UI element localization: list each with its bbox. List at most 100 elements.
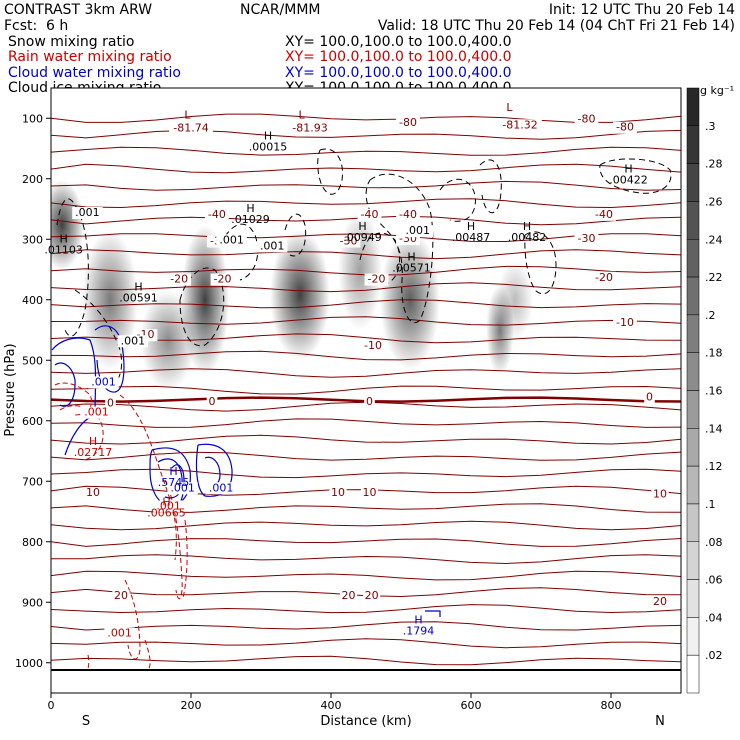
extremum-value: .5745 xyxy=(158,476,190,489)
isotherm-line xyxy=(51,350,681,361)
isotherm-line xyxy=(51,538,681,547)
temperature-label-bg xyxy=(613,121,637,134)
extremum-letter: H xyxy=(624,163,632,176)
temperature-label: 20 xyxy=(653,595,667,608)
temperature-label-bg xyxy=(498,119,542,132)
temperature-label: -20 xyxy=(214,273,232,286)
temperature-label-bg xyxy=(169,122,213,135)
y-tick-label: 200 xyxy=(22,173,43,186)
cloud-water-label-bg xyxy=(88,376,119,389)
temperature-label: 10 xyxy=(86,486,100,499)
temperature-label-bg xyxy=(206,395,218,408)
colorbar-tick-label: .24 xyxy=(705,233,723,246)
isotherm-line xyxy=(51,282,681,293)
temperature-label-bg xyxy=(363,589,381,602)
colorbar-cell xyxy=(686,276,700,316)
snow-field-name: Snow mixing ratio xyxy=(8,34,134,50)
plot-area: -81.74 -81.93 -80 -81.32 -80-80-40 -40 -40 -40-… xyxy=(44,87,682,694)
extremum-letter: L xyxy=(184,108,191,121)
temperature-label-bg xyxy=(339,589,358,602)
extremum-letter: H xyxy=(407,250,415,263)
field-legend: Snow mixing ratio XY= 100.0,100.0 to 100… xyxy=(8,34,512,96)
temperature-label-bg xyxy=(651,488,669,501)
temperature-label-bg xyxy=(651,596,669,609)
colorbar-cell xyxy=(686,428,700,467)
temperature-label: -20 xyxy=(170,273,188,286)
isotherm-line xyxy=(51,316,681,326)
isotherm-line xyxy=(51,520,681,531)
extremum-value: .01029 xyxy=(231,213,270,226)
y-tick-label: 600 xyxy=(22,415,43,428)
temperature-label-bg xyxy=(364,273,389,286)
extremum-value: .00422 xyxy=(609,174,648,187)
colorbar-tick-label: .08 xyxy=(705,536,723,549)
y-tick-label: 900 xyxy=(22,596,43,609)
colorbar: .3 .28 .26 .24 .22 .2 .18 .16 .14 .12 .1 .08 .06 .04.… xyxy=(686,84,734,694)
isotherm-line xyxy=(51,621,681,631)
plot-frame xyxy=(50,87,682,694)
temperature-label: -20 xyxy=(368,273,386,286)
temperature-label: -81.32 xyxy=(502,118,537,131)
y-axis-title: Pressure (hPa) xyxy=(3,343,18,436)
colorbar-cells xyxy=(686,87,700,694)
temperature-label-bg xyxy=(613,317,637,330)
isotherm-line xyxy=(51,249,681,260)
extremum-value: .00949 xyxy=(343,231,382,244)
temperature-label: -81.93 xyxy=(292,121,327,134)
valid-time: Valid: 18 UTC Thu 20 Feb 14 (04 ChT Fri … xyxy=(378,18,735,34)
x-tick-label: 400 xyxy=(321,699,342,712)
rain-contours xyxy=(54,382,188,671)
rain-label: .001 xyxy=(84,406,109,419)
extremum-value: .00571 xyxy=(392,261,431,274)
y-tick-label: 100 xyxy=(22,112,43,125)
temperature-label: -80 xyxy=(399,116,417,129)
temperature-label: -81.74 xyxy=(173,121,208,134)
isotherm-line xyxy=(51,604,681,614)
temperature-label-bg xyxy=(105,397,116,410)
colorbar-cell xyxy=(686,617,700,656)
isotherm-line xyxy=(51,299,681,309)
colorbar-tick-label: .16 xyxy=(705,385,723,398)
extremum-value: .00591 xyxy=(119,292,158,305)
colorbar-cell xyxy=(686,390,700,429)
temperature-label-bg xyxy=(396,116,420,129)
snow-field-xy: XY= 100.0,100.0 to 100.0,400.0 xyxy=(285,34,512,50)
snow-ice-label: .001 xyxy=(406,224,431,237)
isotherm-line xyxy=(51,570,681,581)
colorbar-cell xyxy=(686,352,700,391)
x-axis: 0 200 400 600 800 xyxy=(48,693,622,712)
colorbar-tick-label: .28 xyxy=(705,158,723,171)
temperature-label: 10 xyxy=(653,487,667,500)
y-tick-label: 300 xyxy=(22,233,43,246)
colorbar-cell xyxy=(686,125,700,164)
y-tick-label: 700 xyxy=(22,475,43,488)
colorbar-units: g kg⁻¹ xyxy=(700,84,734,97)
y-tick-label: 1000 xyxy=(15,657,43,670)
x-tick-label: 0 xyxy=(48,699,55,712)
forecast-label: Fcst: xyxy=(4,18,37,34)
cloud-water-label-bg xyxy=(167,482,198,495)
cloud-water-label: .001 xyxy=(209,481,234,494)
contour-labels: -81.74 -81.93 -80 -81.32 -80-80-40 -40 -40 -40-… xyxy=(44,101,669,640)
center-name: NCAR/MMM xyxy=(240,2,321,18)
colorbar-tick-label: .18 xyxy=(705,347,723,360)
temperature-label: -80 xyxy=(578,112,596,125)
temperature-label: 20 xyxy=(342,589,356,602)
cloud-water-label-bg xyxy=(205,482,237,495)
init-time: Init: 12 UTC Thu 20 Feb 14 xyxy=(549,2,735,18)
extremum-letter: H xyxy=(264,129,272,142)
temperature-label-bg xyxy=(336,235,361,248)
temperature-label-bg xyxy=(574,113,599,126)
snow-ice-label: .001 xyxy=(260,239,285,252)
colorbar-tick-label: .04 xyxy=(705,611,723,624)
temperature-label-bg xyxy=(205,208,229,221)
colorbar-tick-label: .26 xyxy=(705,195,723,208)
snow-ice-label-bg xyxy=(402,225,433,238)
isotherm-line xyxy=(51,418,681,428)
temperature-label-bg xyxy=(396,208,420,221)
extremum-letter: H xyxy=(134,281,142,294)
extremum-letter: H xyxy=(467,220,475,233)
snow-ice-label-bg xyxy=(216,234,247,247)
colorbar-cell xyxy=(686,201,700,240)
temperature-label-bg xyxy=(360,487,379,500)
